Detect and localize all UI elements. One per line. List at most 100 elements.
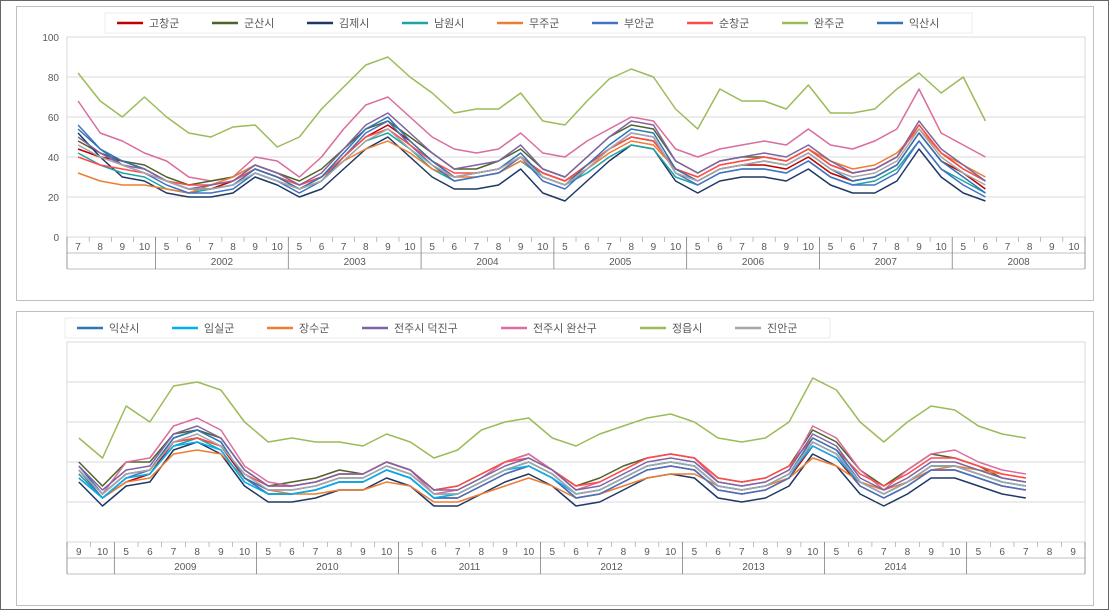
svg-text:10: 10: [1068, 242, 1080, 253]
svg-text:9: 9: [783, 242, 789, 253]
chart-panel-top: 0204060801007891056789105678910567891056…: [16, 6, 1094, 301]
svg-text:8: 8: [1027, 242, 1033, 253]
svg-text:5: 5: [297, 242, 303, 253]
svg-text:5: 5: [828, 242, 834, 253]
svg-text:진안군: 진안군: [767, 322, 797, 335]
svg-text:6: 6: [717, 242, 723, 253]
svg-text:10: 10: [936, 242, 948, 253]
svg-text:5: 5: [164, 242, 170, 253]
svg-text:7: 7: [739, 547, 745, 558]
chart-top-svg: 0204060801007891056789105678910567891056…: [17, 7, 1095, 302]
svg-text:2009: 2009: [174, 562, 197, 573]
svg-text:8: 8: [496, 242, 502, 253]
svg-text:9: 9: [76, 547, 82, 558]
svg-text:무주군: 무주군: [529, 18, 559, 30]
svg-text:5: 5: [562, 242, 568, 253]
svg-text:8: 8: [621, 547, 627, 558]
svg-text:7: 7: [208, 242, 214, 253]
svg-text:9: 9: [916, 242, 922, 253]
svg-text:5: 5: [976, 547, 982, 558]
svg-text:남원시: 남원시: [434, 17, 464, 30]
svg-text:6: 6: [715, 547, 721, 558]
svg-text:6: 6: [857, 547, 863, 558]
svg-text:5: 5: [123, 547, 129, 558]
svg-text:9: 9: [218, 547, 224, 558]
svg-text:8: 8: [763, 547, 769, 558]
svg-text:7: 7: [171, 547, 177, 558]
svg-text:9: 9: [786, 547, 792, 558]
svg-text:7: 7: [474, 242, 480, 253]
svg-text:10: 10: [949, 547, 961, 558]
svg-text:9: 9: [385, 242, 391, 253]
svg-text:6: 6: [431, 547, 437, 558]
svg-text:10: 10: [381, 547, 393, 558]
svg-text:8: 8: [905, 547, 911, 558]
svg-text:7: 7: [341, 242, 347, 253]
svg-text:8: 8: [336, 547, 342, 558]
svg-text:7: 7: [606, 242, 612, 253]
svg-text:8: 8: [363, 242, 369, 253]
svg-text:5: 5: [961, 242, 967, 253]
svg-text:8: 8: [230, 242, 236, 253]
charts-container: 0204060801007891056789105678910567891056…: [0, 0, 1109, 610]
svg-text:2013: 2013: [742, 562, 765, 573]
svg-text:9: 9: [120, 242, 126, 253]
svg-text:60: 60: [48, 113, 60, 124]
svg-text:김제시: 김제시: [339, 17, 369, 30]
svg-text:7: 7: [313, 547, 319, 558]
svg-text:2002: 2002: [211, 257, 234, 268]
svg-text:5: 5: [265, 547, 271, 558]
svg-text:2007: 2007: [875, 257, 898, 268]
svg-text:10: 10: [97, 547, 109, 558]
svg-text:익산시: 익산시: [109, 322, 139, 335]
svg-text:10: 10: [537, 242, 549, 253]
svg-text:10: 10: [139, 242, 151, 253]
svg-text:5: 5: [429, 242, 435, 253]
svg-text:부안군: 부안군: [624, 17, 654, 30]
svg-text:8: 8: [479, 547, 485, 558]
svg-text:5: 5: [692, 547, 698, 558]
svg-text:9: 9: [502, 547, 508, 558]
svg-text:8: 8: [761, 242, 767, 253]
svg-text:8: 8: [629, 242, 635, 253]
svg-text:10: 10: [523, 547, 535, 558]
svg-text:5: 5: [407, 547, 413, 558]
svg-text:6: 6: [319, 242, 325, 253]
svg-text:100: 100: [42, 33, 59, 44]
chart-bottom-svg: 9105678910567891056789105678910567891056…: [17, 312, 1095, 607]
svg-text:7: 7: [872, 242, 878, 253]
svg-text:7: 7: [881, 547, 887, 558]
svg-text:9: 9: [360, 547, 366, 558]
svg-text:80: 80: [48, 73, 60, 84]
svg-text:9: 9: [1049, 242, 1055, 253]
svg-text:5: 5: [550, 547, 556, 558]
svg-text:8: 8: [894, 242, 900, 253]
svg-text:익산시: 익산시: [909, 17, 939, 30]
svg-text:40: 40: [48, 153, 60, 164]
svg-text:6: 6: [850, 242, 856, 253]
svg-text:고창군: 고창군: [149, 17, 179, 30]
svg-text:6: 6: [573, 547, 579, 558]
svg-text:9: 9: [518, 242, 524, 253]
svg-text:완주군: 완주군: [814, 17, 844, 30]
svg-text:7: 7: [75, 242, 81, 253]
svg-text:7: 7: [597, 547, 603, 558]
svg-text:6: 6: [584, 242, 590, 253]
svg-text:7: 7: [455, 547, 461, 558]
svg-text:2008: 2008: [1007, 257, 1030, 268]
svg-text:2010: 2010: [316, 562, 339, 573]
svg-text:6: 6: [147, 547, 153, 558]
svg-text:2003: 2003: [344, 257, 367, 268]
svg-text:10: 10: [272, 242, 284, 253]
svg-text:순창군: 순창군: [719, 17, 749, 30]
svg-text:9: 9: [252, 242, 258, 253]
svg-text:5: 5: [695, 242, 701, 253]
svg-text:5: 5: [834, 547, 840, 558]
svg-text:8: 8: [97, 242, 103, 253]
svg-text:6: 6: [983, 242, 989, 253]
svg-text:2004: 2004: [476, 257, 499, 268]
svg-text:6: 6: [186, 242, 192, 253]
svg-text:6: 6: [452, 242, 458, 253]
svg-text:9: 9: [1070, 547, 1076, 558]
svg-text:정읍시: 정읍시: [672, 322, 702, 335]
